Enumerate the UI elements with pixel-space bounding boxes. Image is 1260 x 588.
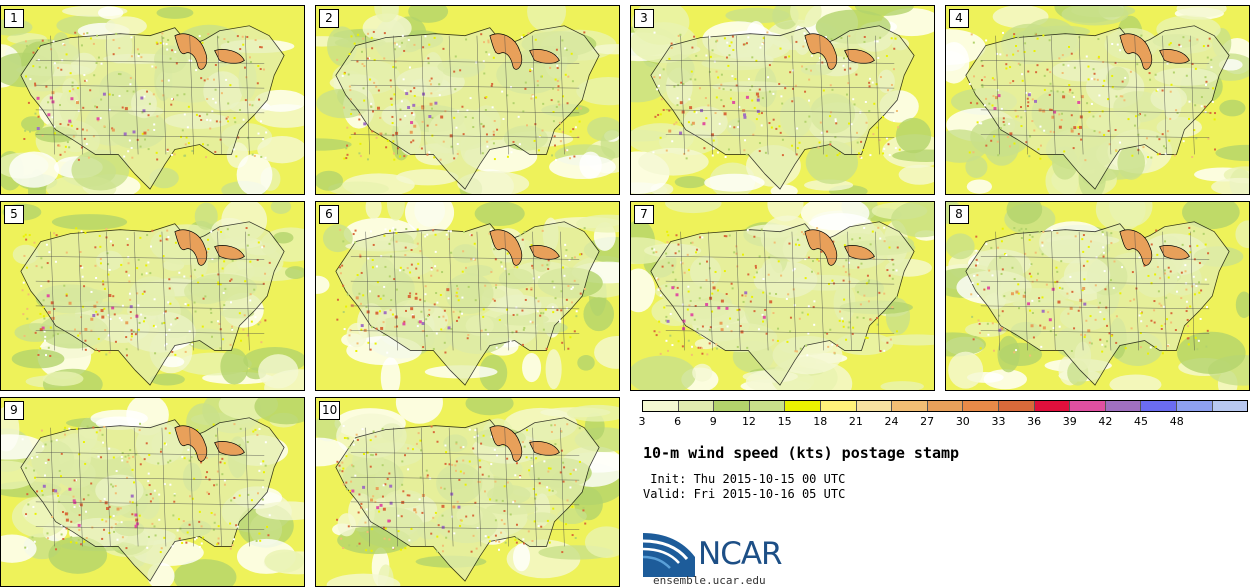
init-time: Init: Thu 2015-10-15 00 UTC	[643, 472, 846, 486]
colorbar-tick-label: 30	[955, 415, 970, 428]
map-panel-6: 6	[315, 201, 620, 391]
wind-speed-map	[1, 398, 304, 586]
colorbar-segment	[643, 401, 679, 411]
colorbar-segment	[927, 401, 964, 411]
logo-text: NCAR	[698, 536, 783, 572]
colorbar-ticks: 3 6 9 12 15 18 21 24 27 30 33 36 39 42 45 48	[638, 415, 1248, 429]
colorbar-tick-label: 24	[884, 415, 899, 428]
panel-number: 2	[319, 9, 339, 28]
colorbar	[642, 400, 1248, 412]
wind-speed-map	[1, 6, 304, 194]
colorbar-tick-label: 12	[741, 415, 756, 428]
panel-number: 4	[949, 9, 969, 28]
panel-number: 5	[4, 205, 24, 224]
panel-number: 9	[4, 401, 24, 420]
ncar-logo-icon	[643, 533, 695, 577]
map-panel-1: 1	[0, 5, 305, 195]
panel-number: 8	[949, 205, 969, 224]
map-panel-10: 10	[315, 397, 620, 587]
colorbar-segment	[1034, 401, 1071, 411]
colorbar-segment	[1176, 401, 1213, 411]
map-panel-4: 4	[945, 5, 1250, 195]
site-url[interactable]: ensemble.ucar.edu	[653, 574, 766, 587]
colorbar-tick-label: 18	[813, 415, 828, 428]
colorbar-segment	[749, 401, 786, 411]
panel-number: 7	[634, 205, 654, 224]
panel-number: 6	[319, 205, 339, 224]
wind-speed-map	[316, 398, 619, 586]
colorbar-tick-label: 39	[1062, 415, 1077, 428]
wind-speed-map	[316, 202, 619, 390]
colorbar-tick-label: 15	[777, 415, 792, 428]
wind-speed-map	[316, 6, 619, 194]
colorbar-segment	[1141, 401, 1177, 411]
plot-title: 10-m wind speed (kts) postage stamp	[643, 444, 960, 462]
colorbar-segment	[998, 401, 1035, 411]
wind-speed-map	[631, 202, 934, 390]
colorbar-tick-label: 21	[848, 415, 863, 428]
map-panel-5: 5	[0, 201, 305, 391]
colorbar-segment	[820, 401, 857, 411]
colorbar-tick-label: 6	[674, 415, 682, 428]
wind-speed-map	[1, 202, 304, 390]
colorbar-tick-label: 48	[1169, 415, 1184, 428]
colorbar-tick-label: 36	[1027, 415, 1042, 428]
panel-number: 10	[319, 401, 341, 420]
colorbar-tick-label: 33	[991, 415, 1006, 428]
colorbar-segment	[856, 401, 893, 411]
wind-speed-map	[946, 6, 1249, 194]
map-panel-2: 2	[315, 5, 620, 195]
colorbar-tick-label: 9	[709, 415, 717, 428]
map-panel-3: 3	[630, 5, 935, 195]
colorbar-tick-label: 3	[638, 415, 646, 428]
colorbar-tick-label: 27	[920, 415, 935, 428]
map-panel-9: 9	[0, 397, 305, 587]
colorbar-segment	[1212, 401, 1248, 411]
colorbar-segment	[714, 401, 750, 411]
colorbar-segment	[678, 401, 715, 411]
wind-speed-map	[631, 6, 934, 194]
colorbar-segment	[1070, 401, 1106, 411]
panel-number: 1	[4, 9, 24, 28]
colorbar-segment	[963, 401, 999, 411]
colorbar-tick-label: 42	[1098, 415, 1113, 428]
panel-number: 3	[634, 9, 654, 28]
map-panel-8: 8	[945, 201, 1250, 391]
colorbar-segment	[785, 401, 821, 411]
colorbar-segment	[892, 401, 928, 411]
wind-speed-map	[946, 202, 1249, 390]
valid-time: Valid: Fri 2015-10-16 05 UTC	[643, 487, 846, 501]
colorbar-tick-label: 45	[1134, 415, 1149, 428]
map-panel-7: 7	[630, 201, 935, 391]
colorbar-segment	[1105, 401, 1142, 411]
